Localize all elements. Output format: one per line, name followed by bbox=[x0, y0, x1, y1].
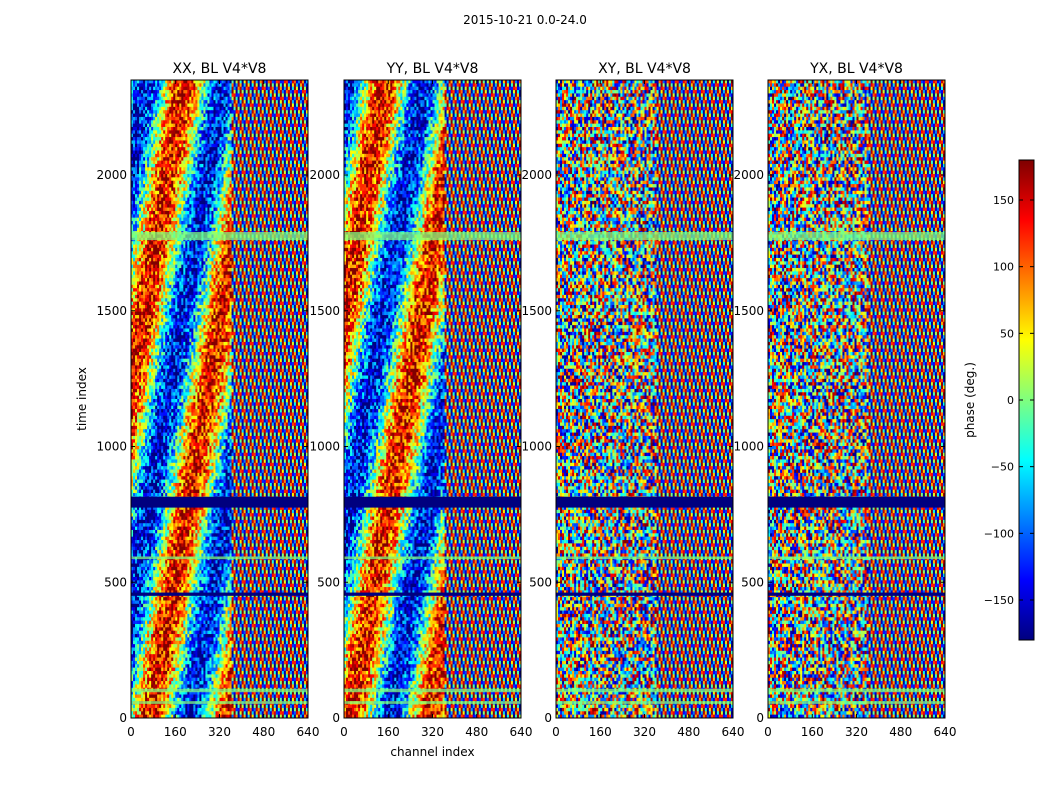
colorbar-tick-label: 100 bbox=[993, 261, 1014, 274]
x-tick-label: 0 bbox=[552, 725, 560, 739]
heatmap-cells bbox=[556, 80, 733, 718]
heatmap-panel-3: XY, BL V4*V8 0 160 320 480 640 0 500 1000 1500 200… bbox=[521, 61, 744, 739]
colorbar: 150 100 50 0 −50 −100 −150 phase (deg.) bbox=[963, 160, 1034, 640]
y-tick-label: 1500 bbox=[309, 304, 340, 318]
heatmap-cells bbox=[344, 80, 521, 718]
flagged-band bbox=[131, 593, 308, 596]
x-tick-label: 640 bbox=[510, 725, 533, 739]
y-tick-label: 0 bbox=[544, 711, 552, 725]
y-tick-label: 2000 bbox=[733, 168, 764, 182]
flagged-band bbox=[131, 497, 308, 508]
x-tick-label: 480 bbox=[677, 725, 700, 739]
y-tick-label: 1000 bbox=[733, 440, 764, 454]
y-tick-label: 0 bbox=[756, 711, 764, 725]
flagged-band bbox=[131, 232, 308, 240]
y-tick-label: 0 bbox=[332, 711, 340, 725]
flagged-band bbox=[768, 497, 945, 508]
y-tick-label: 500 bbox=[317, 575, 340, 589]
flagged-band bbox=[556, 593, 733, 596]
x-tick-label: 0 bbox=[340, 725, 348, 739]
flagged-band bbox=[768, 556, 945, 559]
flagged-band bbox=[344, 556, 521, 559]
x-axis-label: channel index bbox=[390, 745, 474, 759]
x-tick-label: 480 bbox=[465, 725, 488, 739]
x-tick-label: 320 bbox=[845, 725, 868, 739]
x-tick-label: 160 bbox=[164, 725, 187, 739]
y-tick-label: 2000 bbox=[309, 168, 340, 182]
flagged-band bbox=[556, 701, 733, 704]
panel-title: XX, BL V4*V8 bbox=[173, 61, 267, 77]
flagged-band bbox=[344, 232, 521, 240]
x-tick-label: 320 bbox=[421, 725, 444, 739]
panel-title: YY, BL V4*V8 bbox=[386, 61, 479, 77]
colorbar-tick-label: 50 bbox=[1000, 327, 1014, 340]
y-tick-label: 2000 bbox=[96, 168, 127, 182]
x-tick-label: 480 bbox=[252, 725, 275, 739]
panel-title: YX, BL V4*V8 bbox=[809, 61, 903, 77]
panel-title: XY, BL V4*V8 bbox=[598, 61, 691, 77]
x-tick-label: 0 bbox=[127, 725, 135, 739]
flagged-band bbox=[556, 556, 733, 559]
y-tick-label: 500 bbox=[104, 575, 127, 589]
heatmap-panel-2: YY, BL V4*V8 0 160 320 480 640 0 500 1000 1500 200… bbox=[309, 61, 532, 759]
colorbar-tick-label: 150 bbox=[993, 194, 1014, 207]
flagged-band bbox=[768, 689, 945, 693]
colorbar-label: phase (deg.) bbox=[963, 362, 977, 438]
flagged-band bbox=[768, 593, 945, 596]
y-tick-label: 1500 bbox=[733, 304, 764, 318]
x-tick-label: 320 bbox=[633, 725, 656, 739]
x-tick-label: 480 bbox=[889, 725, 912, 739]
flagged-band bbox=[344, 593, 521, 596]
flagged-band bbox=[768, 701, 945, 704]
y-tick-label: 1000 bbox=[521, 440, 552, 454]
flagged-band bbox=[344, 701, 521, 704]
x-tick-label: 160 bbox=[589, 725, 612, 739]
flagged-band bbox=[344, 689, 521, 693]
colorbar-tick-label: −150 bbox=[984, 594, 1014, 607]
x-tick-label: 160 bbox=[377, 725, 400, 739]
x-tick-label: 640 bbox=[297, 725, 320, 739]
x-tick-label: 640 bbox=[722, 725, 745, 739]
flagged-band bbox=[131, 556, 308, 559]
colorbar-tick-label: −100 bbox=[984, 527, 1014, 540]
y-tick-label: 1000 bbox=[96, 440, 127, 454]
x-tick-label: 320 bbox=[208, 725, 231, 739]
y-tick-label: 500 bbox=[529, 575, 552, 589]
x-tick-label: 640 bbox=[934, 725, 957, 739]
flagged-band bbox=[768, 232, 945, 240]
flagged-band bbox=[556, 497, 733, 508]
x-tick-label: 160 bbox=[801, 725, 824, 739]
heatmap-cells bbox=[131, 80, 308, 718]
y-tick-label: 2000 bbox=[521, 168, 552, 182]
colorbar-tick-label: 0 bbox=[1007, 394, 1014, 407]
y-tick-label: 500 bbox=[741, 575, 764, 589]
y-tick-label: 0 bbox=[119, 711, 127, 725]
colorbar-tick-label: −50 bbox=[991, 461, 1014, 474]
flagged-band bbox=[556, 689, 733, 693]
flagged-band bbox=[131, 701, 308, 704]
y-tick-label: 1500 bbox=[96, 304, 127, 318]
y-axis-label: time index bbox=[75, 367, 89, 431]
flagged-band bbox=[556, 232, 733, 240]
x-tick-label: 0 bbox=[764, 725, 772, 739]
flagged-band bbox=[344, 497, 521, 508]
flagged-band bbox=[131, 689, 308, 693]
heatmap-panel-1: XX, BL V4*V8 0 160 320 480 640 0 500 1000 1500 200… bbox=[75, 61, 319, 739]
heatmap-cells bbox=[768, 80, 945, 718]
y-tick-label: 1000 bbox=[309, 440, 340, 454]
heatmap-panel-4: YX, BL V4*V8 0 160 320 480 640 0 500 1000 1500 200… bbox=[733, 61, 956, 739]
y-tick-label: 1500 bbox=[521, 304, 552, 318]
